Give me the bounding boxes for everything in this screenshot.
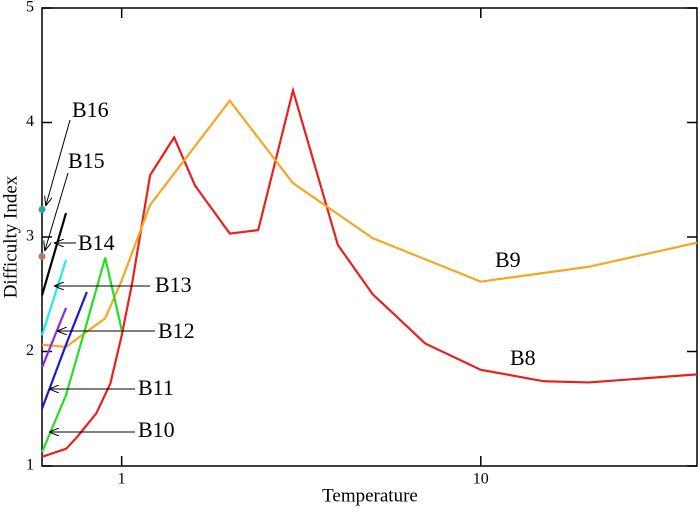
y-tick-label: 2 — [26, 342, 34, 359]
y-tick-label: 1 — [26, 457, 34, 474]
series-label: B11 — [138, 375, 174, 400]
series-label: B10 — [138, 417, 175, 442]
y-tick-label: 5 — [26, 0, 34, 16]
label-arrow — [45, 172, 69, 250]
series-label: B14 — [78, 230, 115, 255]
series-label: B9 — [495, 247, 521, 272]
series-line — [41, 98, 698, 349]
series-line — [40, 259, 68, 336]
series-label: B12 — [158, 318, 195, 343]
series-label: B15 — [68, 148, 105, 173]
y-tick-label: 3 — [26, 228, 34, 245]
series-point — [38, 206, 46, 214]
y-tick-label: 4 — [26, 113, 34, 130]
series-label: B8 — [510, 345, 536, 370]
series-line — [41, 86, 698, 458]
x-tick-label: 1 — [118, 471, 126, 488]
x-tick-label: 10 — [473, 471, 489, 488]
y-axis-label: Difficulty Index — [0, 175, 21, 298]
series-line — [40, 257, 123, 453]
series-label: B13 — [155, 272, 192, 297]
series-line — [40, 212, 68, 296]
label-arrow — [46, 119, 71, 205]
series-label: B16 — [72, 97, 109, 122]
x-axis-label: Temperature — [322, 485, 418, 506]
series-line — [40, 307, 68, 368]
series-point — [38, 252, 46, 260]
